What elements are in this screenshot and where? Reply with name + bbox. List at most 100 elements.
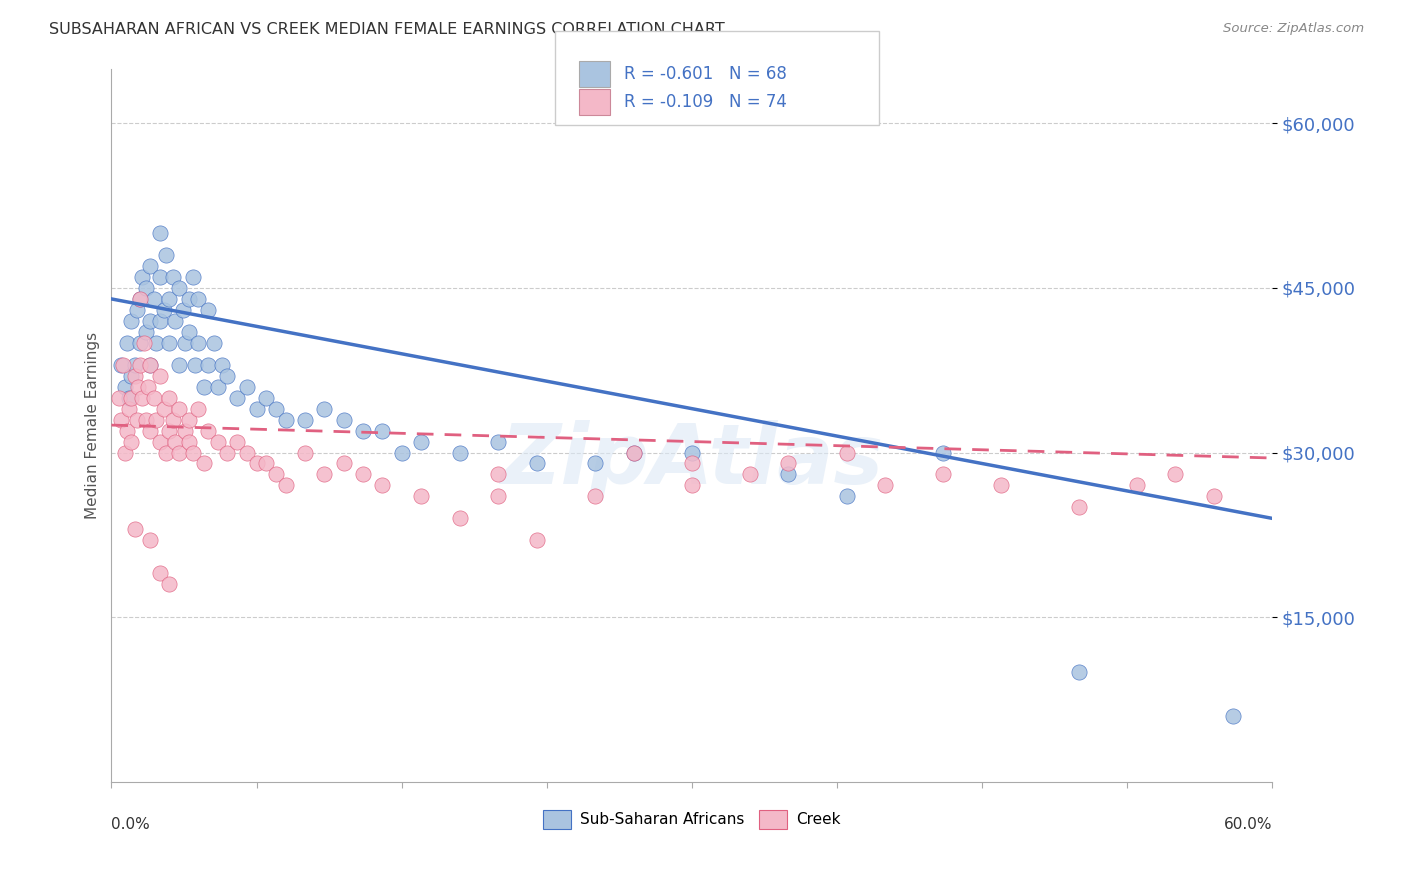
Point [159, 424, 181, 438]
Point [778, 467, 800, 482]
Point [211, 358, 233, 372]
Text: R = -0.601   N = 68: R = -0.601 N = 68 [624, 65, 787, 83]
Point [131, 391, 153, 405]
Point [274, 478, 297, 492]
Point [187, 335, 209, 350]
Point [120, 434, 142, 449]
Point [254, 391, 277, 405]
Point [118, 391, 141, 405]
Point [149, 368, 172, 383]
Point [583, 457, 606, 471]
Point [174, 424, 197, 438]
Point [177, 412, 200, 426]
Point [149, 434, 172, 449]
Legend: Sub-Saharan Africans, Creek: Sub-Saharan Africans, Creek [537, 804, 846, 835]
Point [274, 412, 297, 426]
Point [226, 434, 249, 449]
Point [245, 457, 267, 471]
Point [124, 522, 146, 536]
Point [143, 391, 166, 405]
Text: 0.0%: 0.0% [111, 817, 150, 832]
Point [129, 292, 152, 306]
Point [486, 434, 509, 449]
Point [145, 412, 167, 426]
Point [139, 533, 162, 548]
Point [236, 445, 259, 459]
Point [167, 445, 190, 459]
Point [162, 270, 184, 285]
Point [875, 478, 897, 492]
Point [932, 445, 955, 459]
Point [193, 380, 215, 394]
Point [143, 292, 166, 306]
Point [174, 335, 197, 350]
Point [139, 358, 162, 372]
Point [129, 292, 152, 306]
Point [371, 478, 394, 492]
Point [108, 391, 131, 405]
Point [314, 401, 336, 416]
Point [131, 270, 153, 285]
Point [124, 358, 146, 372]
Point [1164, 467, 1187, 482]
Point [149, 566, 172, 581]
Point [197, 424, 219, 438]
Point [155, 248, 177, 262]
Point [245, 401, 267, 416]
Point [778, 457, 800, 471]
Point [115, 424, 138, 438]
Point [167, 401, 190, 416]
Point [835, 490, 858, 504]
Point [124, 368, 146, 383]
Point [120, 314, 142, 328]
Point [391, 445, 413, 459]
Point [371, 424, 394, 438]
Text: ZipAtlas: ZipAtlas [501, 420, 883, 501]
Point [352, 424, 374, 438]
Point [352, 467, 374, 482]
Point [125, 412, 148, 426]
Point [136, 380, 159, 394]
Point [159, 335, 181, 350]
Point [129, 335, 152, 350]
Point [115, 335, 138, 350]
Point [118, 401, 141, 416]
Point [197, 358, 219, 372]
Point [236, 380, 259, 394]
Point [264, 467, 287, 482]
Point [114, 445, 136, 459]
Point [217, 445, 239, 459]
Point [314, 467, 336, 482]
Point [155, 445, 177, 459]
Point [449, 511, 471, 525]
Point [183, 358, 205, 372]
Point [111, 358, 134, 372]
Point [181, 445, 204, 459]
Point [135, 325, 157, 339]
Point [120, 368, 142, 383]
Point [264, 401, 287, 416]
Point [193, 457, 215, 471]
Point [681, 478, 703, 492]
Point [167, 358, 190, 372]
Point [128, 380, 150, 394]
Point [139, 358, 162, 372]
Point [177, 292, 200, 306]
Point [167, 281, 190, 295]
Point [120, 391, 142, 405]
Point [181, 270, 204, 285]
Point [187, 292, 209, 306]
Point [165, 314, 187, 328]
Point [139, 259, 162, 273]
Point [332, 412, 354, 426]
Text: R = -0.109   N = 74: R = -0.109 N = 74 [624, 93, 787, 111]
Point [681, 457, 703, 471]
Point [294, 445, 316, 459]
Point [165, 434, 187, 449]
Point [835, 445, 858, 459]
Point [409, 434, 432, 449]
Point [152, 401, 174, 416]
Point [332, 457, 354, 471]
Point [187, 401, 209, 416]
Point [1204, 490, 1226, 504]
